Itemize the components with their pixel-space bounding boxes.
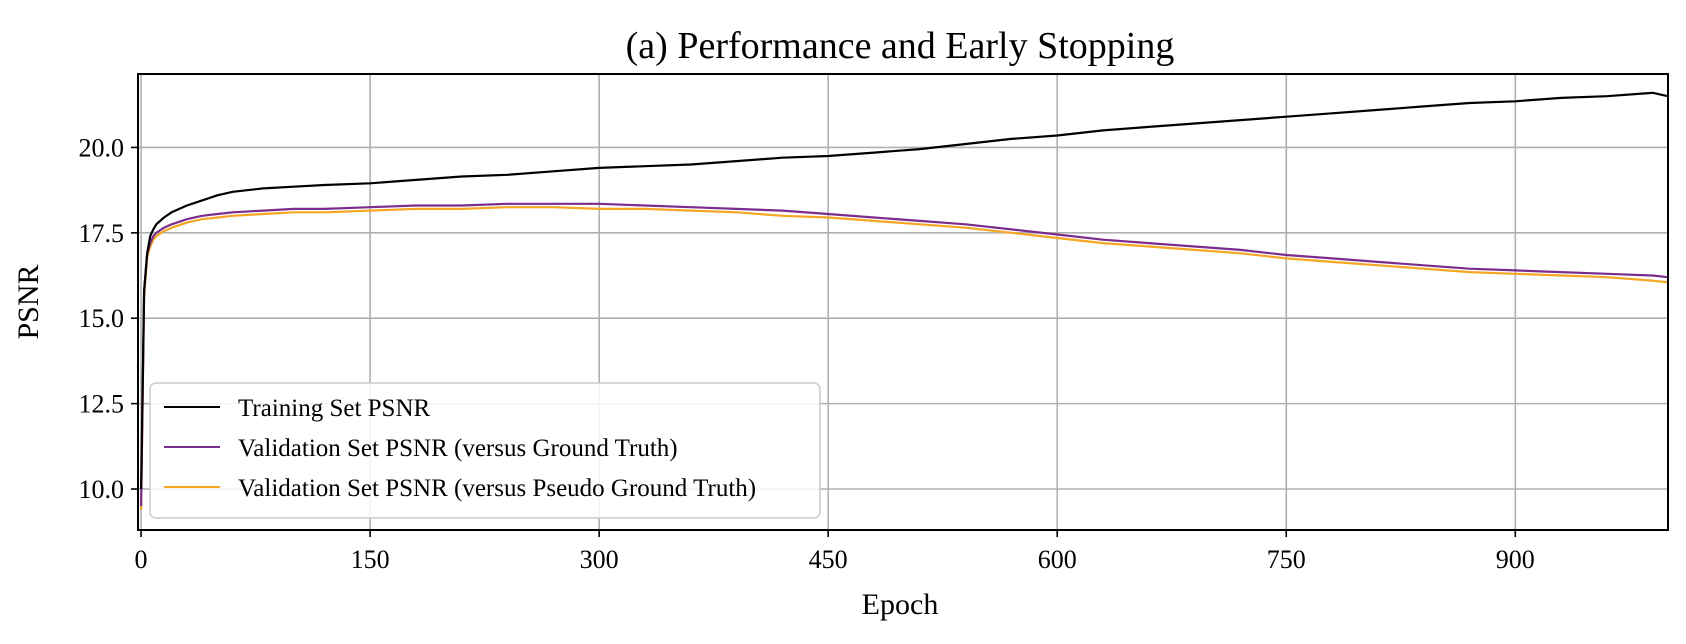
grid: [138, 74, 1668, 530]
x-tick-label: 300: [580, 545, 619, 574]
y-tick-label: 15.0: [79, 304, 125, 333]
y-axis-label: PSNR: [12, 264, 45, 339]
legend: Training Set PSNR Validation Set PSNR (v…: [149, 382, 821, 519]
series-line-validation-pseudo: [140, 206, 1668, 510]
y-tick-label: 10.0: [79, 475, 125, 504]
legend-box: [149, 382, 821, 519]
y-tick-label: 20.0: [79, 133, 125, 162]
x-axis-label: Epoch: [862, 588, 939, 621]
x-tick-label: 900: [1496, 545, 1535, 574]
plot-frame: [137, 73, 1669, 531]
x-tick-label: 450: [809, 545, 848, 574]
y-tick-label: 12.5: [79, 390, 125, 419]
series-line-training: [140, 91, 1668, 490]
series-line-validation-gt: [140, 202, 1668, 507]
chart-title: (a) Performance and Early Stopping: [626, 25, 1175, 67]
x-tick-label: 600: [1038, 545, 1077, 574]
x-tick-label: 750: [1267, 545, 1306, 574]
axis-ticks: 0 150 300 450 600 750 900 10.0 12.5 15.0 17.5 20.0: [79, 133, 1535, 574]
x-tick-label: 0: [135, 545, 148, 574]
x-tick-label: 150: [351, 545, 390, 574]
legend-label-validation-gt: Validation Set PSNR (versus Ground Truth…: [238, 435, 678, 462]
legend-label-validation-pseudo: Validation Set PSNR (versus Pseudo Groun…: [238, 475, 756, 502]
series-layer: [140, 91, 1668, 510]
legend-label-training: Training Set PSNR: [238, 395, 431, 422]
y-tick-label: 17.5: [79, 219, 125, 248]
